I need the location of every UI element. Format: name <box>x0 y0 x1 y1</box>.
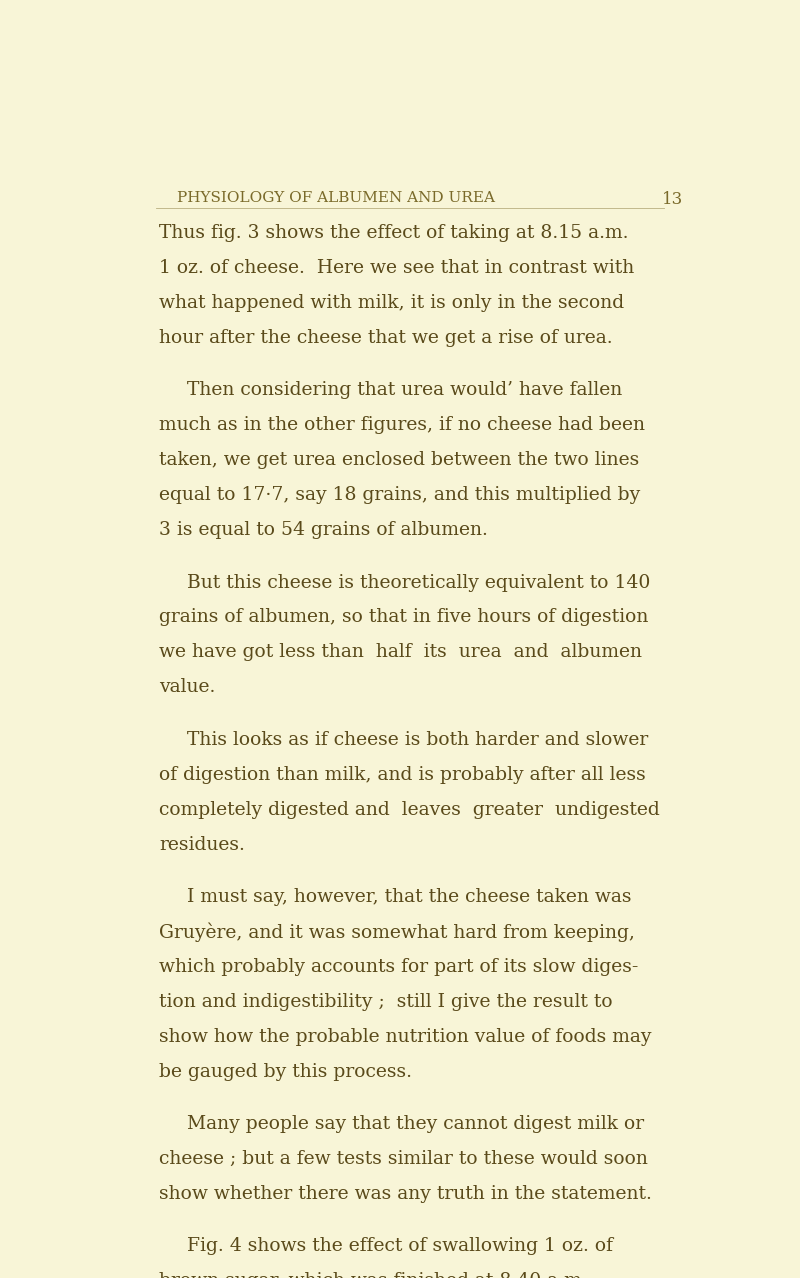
Text: completely digested and  leaves  greater  undigested: completely digested and leaves greater u… <box>159 800 660 819</box>
Text: Gruyère, and it was somewhat hard from keeping,: Gruyère, and it was somewhat hard from k… <box>159 923 634 942</box>
Text: I must say, however, that the cheese taken was: I must say, however, that the cheese tak… <box>187 888 631 906</box>
Text: Many people say that they cannot digest milk or: Many people say that they cannot digest … <box>187 1114 644 1134</box>
Text: what happened with milk, it is only in the second: what happened with milk, it is only in t… <box>159 294 624 312</box>
Text: value.: value. <box>159 679 215 697</box>
Text: hour after the cheese that we get a rise of urea.: hour after the cheese that we get a rise… <box>159 328 613 348</box>
Text: taken, we get urea enclosed between the two lines: taken, we get urea enclosed between the … <box>159 451 639 469</box>
Text: much as in the other figures, if no cheese had been: much as in the other figures, if no chee… <box>159 417 645 435</box>
Text: equal to 17·7, say 18 grains, and this multiplied by: equal to 17·7, say 18 grains, and this m… <box>159 486 640 505</box>
Text: which probably accounts for part of its slow diges-: which probably accounts for part of its … <box>159 957 638 976</box>
Text: 13: 13 <box>662 190 682 208</box>
Text: show whether there was any truth in the statement.: show whether there was any truth in the … <box>159 1185 652 1203</box>
Text: Then considering that urea would’ have fallen: Then considering that urea would’ have f… <box>187 381 622 400</box>
Text: Fig. 4 shows the effect of swallowing 1 oz. of: Fig. 4 shows the effect of swallowing 1 … <box>187 1237 613 1255</box>
Text: residues.: residues. <box>159 836 245 854</box>
Text: Thus fig. 3 shows the effect of taking at 8.15 a.m.: Thus fig. 3 shows the effect of taking a… <box>159 224 629 243</box>
Text: grains of albumen, so that in five hours of digestion: grains of albumen, so that in five hours… <box>159 608 648 626</box>
Text: But this cheese is theoretically equivalent to 140: But this cheese is theoretically equival… <box>187 574 650 592</box>
Text: cheese ; but a few tests similar to these would soon: cheese ; but a few tests similar to thes… <box>159 1150 648 1168</box>
Text: we have got less than  half  its  urea  and  albumen: we have got less than half its urea and … <box>159 643 642 662</box>
Text: 1 oz. of cheese.  Here we see that in contrast with: 1 oz. of cheese. Here we see that in con… <box>159 259 634 277</box>
Text: be gauged by this process.: be gauged by this process. <box>159 1062 412 1081</box>
Text: This looks as if cheese is both harder and slower: This looks as if cheese is both harder a… <box>187 731 648 749</box>
Text: brown sugar, which was finished at 8.40 a.m.: brown sugar, which was finished at 8.40 … <box>159 1272 587 1278</box>
Text: of digestion than milk, and is probably after all less: of digestion than milk, and is probably … <box>159 766 646 783</box>
Text: show how the probable nutrition value of foods may: show how the probable nutrition value of… <box>159 1028 651 1045</box>
Text: 3 is equal to 54 grains of albumen.: 3 is equal to 54 grains of albumen. <box>159 521 488 539</box>
Text: PHYSIOLOGY OF ALBUMEN AND UREA: PHYSIOLOGY OF ALBUMEN AND UREA <box>177 190 494 204</box>
Text: tion and indigestibility ;  still I give the result to: tion and indigestibility ; still I give … <box>159 993 613 1011</box>
